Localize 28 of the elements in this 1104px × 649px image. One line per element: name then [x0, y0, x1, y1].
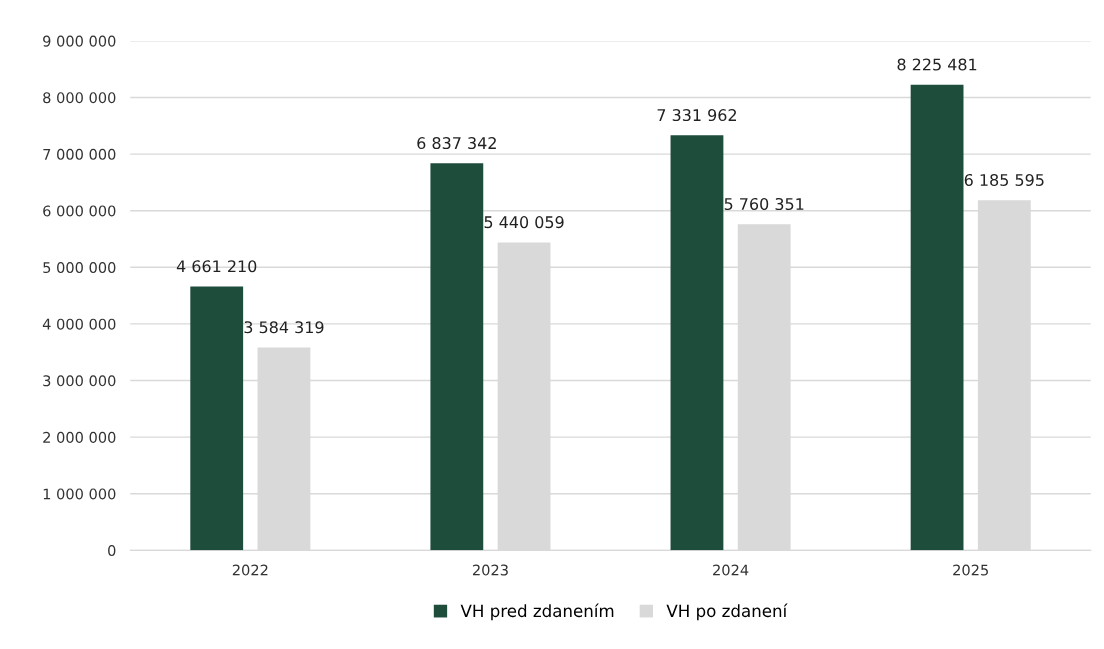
y-tick-label: 4 000 000	[42, 318, 116, 330]
y-tick-label: 0	[108, 545, 116, 557]
data-label: 7 331 962	[657, 109, 736, 122]
legend-label: VH pred zdanením	[460, 603, 614, 621]
y-tick-label: 6 000 000	[43, 205, 116, 217]
bar	[670, 135, 724, 551]
data-label: 5 760 351	[724, 197, 804, 211]
y-tick-label: 9 000 000	[43, 35, 116, 47]
data-label: 6 185 595	[964, 173, 1044, 186]
x-tick-label: 2023	[472, 564, 508, 576]
data-label: 6 837 342	[417, 137, 496, 150]
y-tick-label: 5 000 000	[43, 262, 116, 274]
x-tick-label: 2022	[232, 564, 268, 576]
y-tick-label: 1 000 000	[43, 488, 116, 500]
y-tick-label: 2 000 000	[43, 431, 116, 443]
y-tick-label: 8 000 000	[43, 92, 116, 104]
bar	[430, 163, 484, 551]
x-tick-label: 2024	[713, 564, 749, 576]
y-tick-label: 7 000 000	[43, 148, 116, 160]
data-label: 3 584 319	[244, 321, 324, 334]
data-label: 4 661 210	[176, 260, 257, 273]
bar	[910, 84, 964, 551]
y-tick-label: 3 000 000	[43, 375, 116, 387]
x-tick-label: 2025	[953, 564, 988, 576]
data-label: 5 440 059	[484, 216, 564, 229]
legend-label: VH po zdanení	[666, 603, 788, 621]
data-label: 8 225 481	[897, 58, 977, 71]
bar	[190, 286, 244, 551]
